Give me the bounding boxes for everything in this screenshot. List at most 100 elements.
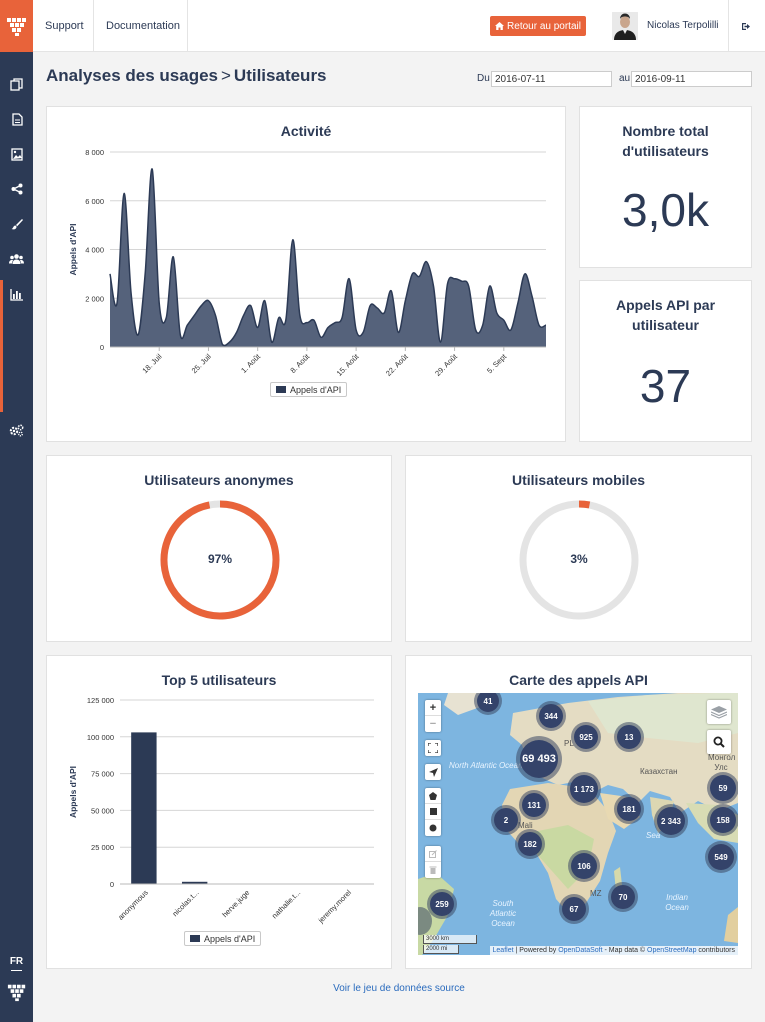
- attribution-contributors: contributors: [698, 947, 735, 954]
- mobile-users-value: 3%: [570, 552, 588, 566]
- map-cluster[interactable]: 181: [614, 794, 644, 824]
- sidebar-item-file[interactable]: [0, 107, 33, 131]
- date-to-input[interactable]: [631, 71, 752, 87]
- opendatasoft-link[interactable]: OpenDataSoft: [558, 947, 603, 954]
- bottom-logo[interactable]: [0, 980, 33, 1004]
- app-logo[interactable]: [0, 0, 33, 52]
- map-cluster[interactable]: 925: [571, 722, 601, 752]
- delete-layers-button[interactable]: [425, 862, 441, 878]
- anonymous-donut-chart: [160, 500, 280, 620]
- sidebar-item-copy[interactable]: [0, 72, 33, 96]
- support-link[interactable]: Support: [33, 0, 94, 52]
- settings-icon: [9, 424, 24, 436]
- trash-icon: [429, 866, 437, 874]
- map-cluster[interactable]: 69 493: [516, 736, 562, 782]
- api-calls-map[interactable]: North Atlantic Ocean South Atlantic Ocea…: [418, 693, 738, 955]
- breadcrumb-current: Utilisateurs: [233, 66, 327, 85]
- leaflet-link[interactable]: Leaflet: [492, 947, 514, 954]
- draw-polygon-button[interactable]: [425, 788, 441, 804]
- y-tick-label: 6 000: [85, 197, 104, 206]
- y-tick-label: 125 000: [87, 696, 114, 705]
- top5-legend[interactable]: Appels d'API: [184, 931, 262, 946]
- y-tick-label: 4 000: [85, 246, 104, 255]
- breadcrumb-separator: >: [220, 66, 231, 85]
- map-cluster[interactable]: 70: [608, 882, 638, 912]
- map-cluster[interactable]: 106: [568, 850, 600, 882]
- mobile-users-title: Utilisateurs mobiles: [511, 472, 646, 488]
- map-cluster[interactable]: 59: [707, 772, 738, 804]
- logo-icon: [6, 18, 26, 36]
- map-cluster[interactable]: 41: [474, 693, 502, 715]
- map-cluster[interactable]: 1 173: [567, 772, 601, 806]
- activity-line: [109, 168, 547, 347]
- sidebar-item-share[interactable]: [0, 177, 33, 201]
- openstreetmap-link[interactable]: OpenStreetMap: [647, 947, 697, 954]
- map-cluster[interactable]: 182: [515, 829, 545, 859]
- sidebar-item-image[interactable]: [0, 142, 33, 166]
- map-cluster[interactable]: 2: [491, 805, 521, 835]
- api-per-user-value: 37: [639, 360, 692, 412]
- map-search-button[interactable]: [707, 730, 731, 754]
- date-to-label: au: [619, 73, 631, 84]
- fullscreen-button[interactable]: [425, 740, 441, 756]
- sidebar-item-settings[interactable]: [0, 418, 33, 442]
- user-name[interactable]: Nicolas Terpolilli: [647, 20, 719, 31]
- donut-value-arc: [160, 500, 280, 620]
- draw-rectangle-button[interactable]: [425, 804, 441, 820]
- label-sea: Sea: [646, 831, 661, 840]
- map-cluster[interactable]: 67: [559, 894, 589, 924]
- label-north-atlantic: North Atlantic Ocean: [449, 761, 523, 770]
- share-icon: [11, 183, 22, 195]
- sidebar-item-analytics[interactable]: [0, 283, 33, 307]
- language-underline: [11, 970, 22, 971]
- circle-icon: [429, 824, 437, 832]
- locate-button[interactable]: [425, 764, 441, 780]
- legend-swatch: [276, 386, 286, 393]
- map-cluster[interactable]: 344: [536, 701, 566, 731]
- x-tick-label: 1. Août: [239, 351, 263, 375]
- breadcrumb-section[interactable]: Analyses des usages: [46, 66, 218, 85]
- map-cluster[interactable]: 2 343: [654, 804, 688, 838]
- search-icon: [713, 736, 725, 748]
- map-cluster-partial[interactable]: [418, 907, 432, 935]
- file-icon: [11, 112, 23, 126]
- language-selector[interactable]: FR: [9, 956, 24, 967]
- map-cluster[interactable]: 158: [707, 804, 738, 836]
- map-cluster[interactable]: 13: [614, 722, 644, 752]
- layers-icon: [711, 706, 727, 719]
- map-cluster[interactable]: 549: [705, 841, 737, 873]
- fullscreen-icon: [428, 743, 438, 753]
- polygon-icon: [429, 791, 437, 800]
- api-map-card: Carte des appels API North Atlantic: [405, 655, 752, 969]
- activity-legend[interactable]: Appels d'API: [270, 382, 348, 397]
- logout-button[interactable]: [728, 0, 765, 52]
- logout-icon: [742, 22, 750, 30]
- zoom-out-button[interactable]: −: [429, 718, 437, 730]
- y-tick-label: 2 000: [85, 294, 104, 303]
- x-tick-label: 18. Juil: [140, 352, 163, 375]
- attribution-powered: | Powered by: [515, 947, 557, 954]
- top5-legend-label: Appels d'API: [204, 933, 256, 944]
- x-tick-label: herve.juge: [220, 888, 251, 919]
- draw-circle-button[interactable]: [425, 820, 441, 836]
- location-arrow-icon: [428, 767, 438, 777]
- zoom-in-button[interactable]: +: [425, 700, 441, 716]
- map-cluster[interactable]: 259: [427, 889, 457, 919]
- sidebar-item-brush[interactable]: [0, 212, 33, 236]
- total-users-title: Nombre total d'utilisateurs: [622, 123, 709, 159]
- layers-button[interactable]: [707, 700, 731, 724]
- documentation-link[interactable]: Documentation: [94, 0, 188, 52]
- map-cluster[interactable]: 131: [519, 790, 549, 820]
- return-to-portal-button[interactable]: Retour au portail: [490, 16, 586, 36]
- edit-layers-button[interactable]: [425, 846, 441, 862]
- users-icon: [9, 254, 24, 264]
- date-from-input[interactable]: [491, 71, 612, 87]
- view-source-dataset-link[interactable]: Voir le jeu de données source: [333, 983, 465, 994]
- sidebar-item-users[interactable]: [0, 247, 33, 271]
- avatar[interactable]: [612, 12, 638, 40]
- label-kazakhstan: Казахстан: [640, 767, 678, 776]
- brush-icon: [11, 219, 23, 230]
- y-tick-label: 50 000: [91, 806, 114, 815]
- label-mali: Mali: [518, 821, 533, 830]
- activity-area: [110, 168, 546, 347]
